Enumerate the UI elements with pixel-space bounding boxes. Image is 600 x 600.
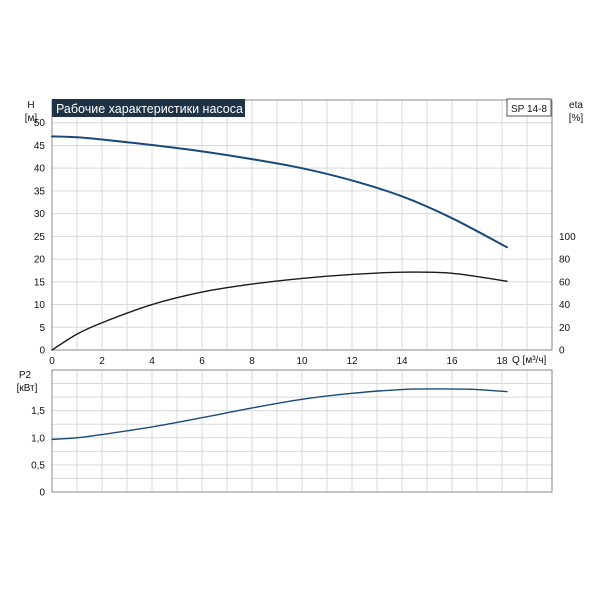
power-tick-label: 0	[39, 488, 45, 499]
eta-tick-label: 0	[559, 346, 565, 357]
head-tick-label: 10	[34, 300, 46, 311]
pump-model-badge	[506, 98, 552, 117]
x-tick-label: 12	[346, 356, 358, 367]
power-chart-frame	[51, 369, 553, 493]
head-axis-tick-labels: 0 5 10 15 20 25 30 35 40 45 50	[34, 118, 46, 356]
head-tick-label: 15	[34, 277, 46, 288]
eta-axis-unit: [%]	[569, 113, 584, 124]
power-chart-grid	[51, 369, 553, 493]
eta-axis-tick-labels: 0 20 40 60 80 100	[559, 232, 576, 357]
power-curve	[51, 388, 508, 441]
head-tick-label: 20	[34, 255, 46, 266]
head-tick-label: 5	[39, 323, 45, 334]
power-tick-label: 0,5	[31, 460, 45, 471]
head-tick-label: 30	[34, 209, 46, 220]
head-tick-label: 35	[34, 186, 46, 197]
efficiency-curve	[51, 271, 508, 351]
chart-curves	[51, 135, 508, 441]
power-axis-unit: [кВт]	[17, 383, 38, 394]
pump-model-label: SP 14-8	[511, 104, 547, 115]
head-tick-label: 0	[39, 346, 45, 357]
x-tick-label: 10	[296, 356, 308, 367]
x-tick-label: 14	[396, 356, 408, 367]
power-axis-label: P2	[19, 370, 32, 381]
eta-tick-label: 40	[559, 300, 571, 311]
flow-axis-label: Q [м³/ч]	[512, 355, 547, 366]
chart-title-background	[52, 99, 245, 117]
power-axis-tick-labels: 0 0,5 1,0 1,5	[31, 406, 45, 498]
x-tick-label: 4	[149, 356, 155, 367]
head-axis-label: H	[27, 100, 34, 111]
eta-tick-label: 20	[559, 323, 571, 334]
eta-axis-label: eta	[569, 100, 583, 111]
head-chart-frame	[51, 99, 553, 351]
head-tick-label: 40	[34, 164, 46, 175]
power-tick-label: 1,5	[31, 406, 45, 417]
chart-title: Рабочие характеристики насоса	[56, 102, 243, 116]
head-tick-label: 50	[34, 118, 46, 129]
eta-tick-label: 100	[559, 232, 576, 243]
head-axis-unit: [м]	[25, 113, 38, 124]
x-tick-label: 18	[496, 356, 508, 367]
head-tick-label: 45	[34, 141, 46, 152]
x-tick-label: 8	[249, 356, 255, 367]
x-tick-label: 0	[49, 356, 55, 367]
eta-tick-label: 80	[559, 255, 571, 266]
x-tick-label: 2	[99, 356, 105, 367]
head-tick-label: 25	[34, 232, 46, 243]
eta-tick-label: 60	[559, 277, 571, 288]
x-tick-label: 6	[199, 356, 205, 367]
head-curve	[51, 135, 508, 249]
power-tick-label: 1,0	[31, 433, 45, 444]
x-axis-tick-labels: 0 2 4 6 8 10 12 14 16 18	[49, 356, 508, 367]
x-tick-label: 16	[446, 356, 458, 367]
